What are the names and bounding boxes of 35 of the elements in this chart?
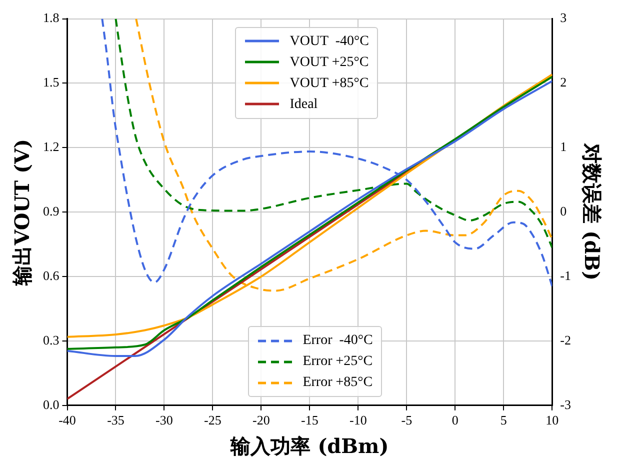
x-tick-label: -5: [401, 412, 412, 428]
y-tick-label: 0.3: [43, 332, 60, 348]
x-tick-label: -40: [58, 412, 76, 428]
y-tick-label: 1.2: [43, 139, 60, 154]
y-tick-label: 1.5: [43, 74, 60, 90]
y-tick-label: 0.0: [43, 396, 60, 412]
x-tick-label: -30: [156, 412, 173, 428]
x-tick-label: 0: [452, 412, 458, 428]
y-axis-title: 输出VOUT (V): [10, 138, 34, 286]
y2-tick-label: 2: [560, 74, 567, 90]
legend-label: Error +25°C: [302, 353, 373, 372]
x-tick-label: 10: [546, 412, 559, 428]
x-tick-label: -15: [301, 412, 318, 428]
y-tick-label: 0.6: [43, 268, 60, 283]
x-tick-label: -35: [107, 412, 124, 428]
y2-axis-title: 对数误差 (dB): [580, 142, 604, 280]
legend-label: Error +85°C: [302, 374, 373, 392]
legend-label: Error -40°C: [302, 332, 373, 350]
y2-tick-label: 0: [560, 204, 567, 219]
y2-tick-label: -2: [560, 332, 572, 348]
y2-tick-label: -3: [560, 396, 572, 412]
y2-tick-label: 1: [560, 139, 567, 154]
y2-tick-label: 3: [560, 10, 567, 26]
legend-label: VOUT +25°C: [290, 54, 369, 72]
x-tick-label: 5: [500, 412, 507, 428]
x-tick-label: -10: [350, 412, 367, 428]
legend-label: VOUT -40°C: [290, 32, 369, 51]
x-tick-label: -20: [252, 412, 270, 428]
legend-label: VOUT +85°C: [290, 74, 369, 93]
x-tick-label: -25: [204, 412, 222, 428]
y-tick-label: 0.9: [43, 204, 60, 219]
x-axis-title: 输入功率 (dBm): [230, 434, 389, 458]
y2-tick-label: -1: [560, 268, 572, 283]
legend-label: Ideal: [290, 96, 318, 114]
y-tick-label: 1.8: [43, 10, 60, 26]
